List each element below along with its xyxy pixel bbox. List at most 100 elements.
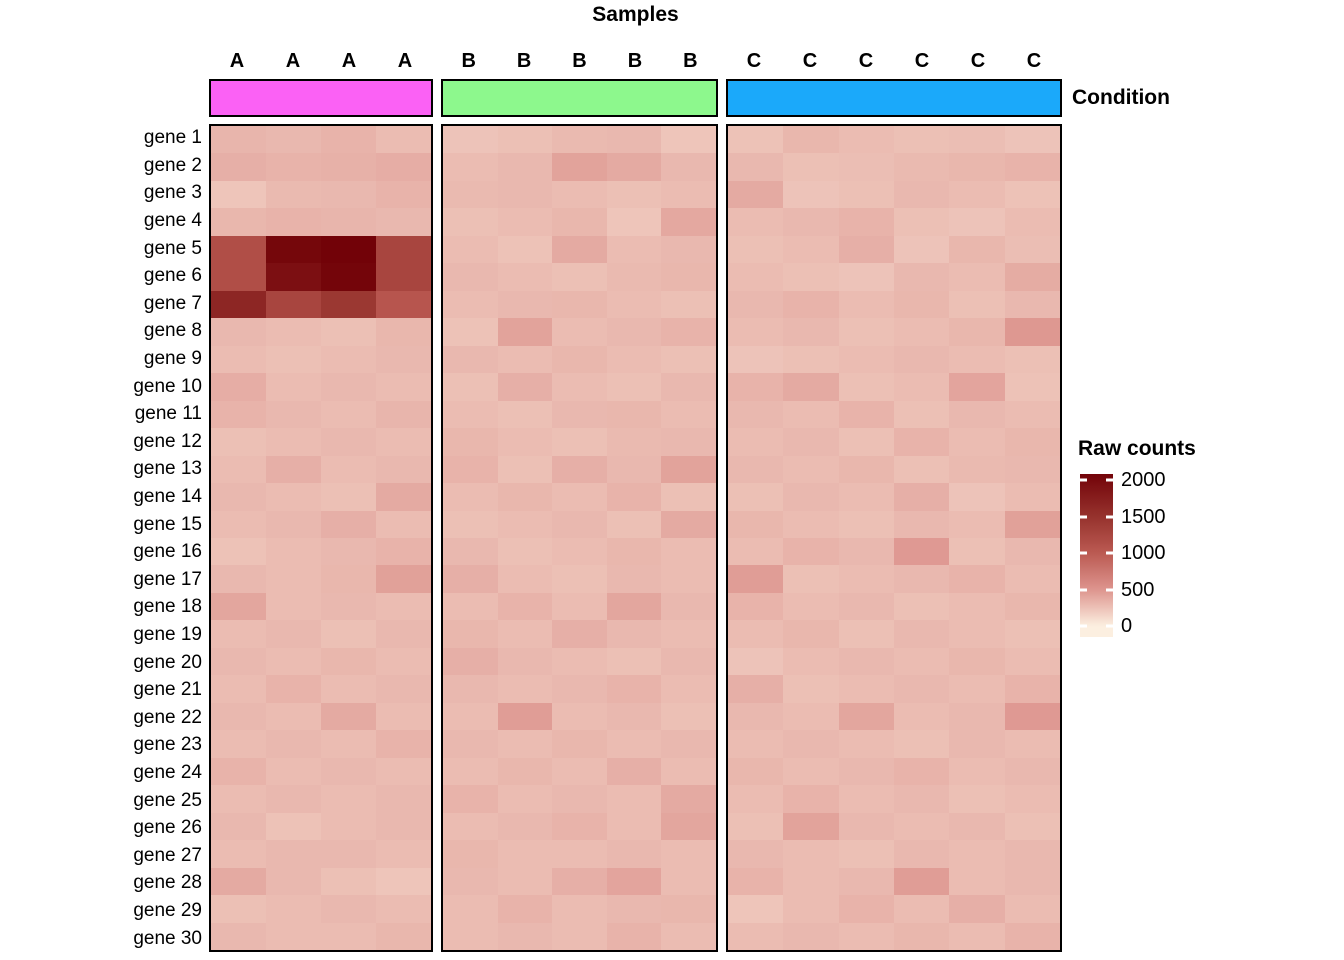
legend-tick-label: 2000 — [1121, 468, 1166, 491]
heatmap-cell — [783, 702, 839, 731]
heatmap-cell — [783, 812, 839, 841]
heatmap-cell — [783, 235, 839, 264]
gene-row-label: gene 4 — [143, 210, 202, 232]
heatmap-cell — [266, 428, 321, 456]
heatmap-cell — [443, 620, 498, 648]
column-label: A — [285, 49, 301, 72]
heatmap-cell — [893, 235, 950, 264]
heatmap-cell — [211, 290, 266, 319]
heatmap-cell — [606, 785, 662, 813]
heatmap-cell — [893, 153, 950, 181]
heatmap-cell — [321, 840, 376, 868]
heatmap-cell — [661, 263, 716, 291]
heatmap-cell — [497, 730, 553, 758]
heatmap-cell — [211, 510, 266, 538]
heatmap-cell — [552, 647, 607, 676]
heatmap-cell — [376, 867, 431, 896]
gene-row-label: gene 17 — [133, 568, 202, 590]
heatmap-cell — [321, 510, 376, 538]
heatmap-cell — [893, 428, 950, 456]
heatmap-cell — [728, 510, 784, 538]
heatmap-cell — [893, 565, 950, 593]
gene-row-label: gene 14 — [133, 486, 202, 508]
heatmap-cell — [949, 812, 1005, 841]
heatmap-cell — [949, 208, 1005, 236]
heatmap-cell — [376, 153, 431, 181]
heatmap-cell — [1004, 538, 1060, 566]
heatmap-cell — [1004, 675, 1060, 703]
heatmap-cell — [211, 483, 266, 511]
heatmap-cell — [783, 345, 839, 374]
heatmap-cell — [606, 208, 662, 236]
column-label: A — [397, 49, 413, 72]
heatmap-cell — [606, 455, 662, 484]
heatmap-cell — [949, 428, 1005, 456]
heatmap-cell — [1004, 592, 1060, 621]
heatmap-cell — [443, 455, 498, 484]
heatmap-cell — [443, 867, 498, 896]
heatmap-cell — [552, 675, 607, 703]
heatmap-cell — [376, 647, 431, 676]
heatmap-cell — [211, 153, 266, 181]
heatmap-block-c — [726, 124, 1062, 952]
legend-tick-mark — [1080, 588, 1087, 592]
heatmap-cell — [211, 263, 266, 291]
heatmap-cell — [728, 153, 784, 181]
heatmap-cell — [497, 235, 553, 264]
heatmap-cell — [552, 153, 607, 181]
heatmap-cell — [443, 565, 498, 593]
heatmap-cell — [443, 263, 498, 291]
heatmap-cell — [1004, 318, 1060, 346]
heatmap-cell — [661, 510, 716, 538]
heatmap-cell — [552, 428, 607, 456]
heatmap-cell — [376, 126, 431, 154]
heatmap-cell — [443, 702, 498, 731]
heatmap-cell — [606, 400, 662, 429]
heatmap-cell — [606, 812, 662, 841]
column-label: A — [229, 49, 245, 72]
heatmap-cell — [211, 895, 266, 923]
heatmap-cell — [661, 373, 716, 401]
heatmap-cell — [606, 620, 662, 648]
heatmap-cell — [783, 675, 839, 703]
heatmap-cell — [1004, 730, 1060, 758]
heatmap-cell — [606, 318, 662, 346]
gene-row-label: gene 27 — [133, 844, 202, 866]
heatmap-cell — [1004, 895, 1060, 923]
heatmap-cell — [893, 647, 950, 676]
heatmap-cell — [497, 345, 553, 374]
legend-tick-label: 1500 — [1121, 505, 1166, 528]
heatmap-cell — [211, 318, 266, 346]
heatmap-cell — [211, 538, 266, 566]
column-label: B — [572, 49, 587, 72]
heatmap-cell — [321, 620, 376, 648]
heatmap-cell — [728, 785, 784, 813]
heatmap-cell — [376, 620, 431, 648]
heatmap-cell — [266, 675, 321, 703]
gene-row-label: gene 29 — [133, 899, 202, 921]
heatmap-cell — [552, 730, 607, 758]
heatmap-cell — [949, 647, 1005, 676]
heatmap-cell — [266, 235, 321, 264]
heatmap-cell — [838, 153, 894, 181]
heatmap-cell — [783, 867, 839, 896]
heatmap-cell — [321, 455, 376, 484]
heatmap-cell — [606, 840, 662, 868]
heatmap-cell — [1004, 785, 1060, 813]
legend-tick-labels: 2000 1500 1000 500 0 — [1121, 470, 1231, 637]
heatmap-cell — [606, 538, 662, 566]
legend-tick-label: 1000 — [1121, 542, 1166, 565]
heatmap-cell — [211, 180, 266, 209]
gene-row-label: gene 20 — [133, 651, 202, 673]
heatmap-cell — [893, 180, 950, 209]
column-label: C — [858, 49, 874, 72]
heatmap-cell — [606, 675, 662, 703]
heatmap-cell — [838, 867, 894, 896]
heatmap-cell — [893, 263, 950, 291]
heatmap-cell — [893, 922, 950, 950]
legend-tick-mark — [1106, 515, 1113, 518]
heatmap-cell — [443, 235, 498, 264]
heatmap-cell — [838, 126, 894, 154]
heatmap-cell — [949, 455, 1005, 484]
